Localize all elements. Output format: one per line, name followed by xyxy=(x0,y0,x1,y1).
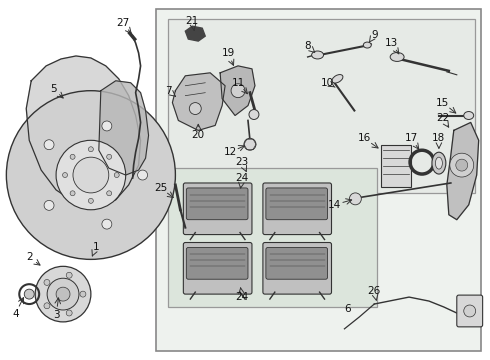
Text: 10: 10 xyxy=(321,78,334,88)
Text: 24: 24 xyxy=(235,173,248,183)
Circle shape xyxy=(73,157,109,193)
Circle shape xyxy=(244,138,256,150)
Text: 15: 15 xyxy=(436,98,449,108)
Circle shape xyxy=(44,303,50,309)
FancyBboxPatch shape xyxy=(457,295,483,327)
Text: 5: 5 xyxy=(50,84,56,94)
Circle shape xyxy=(63,172,68,177)
Circle shape xyxy=(189,103,201,114)
Circle shape xyxy=(70,191,75,196)
Ellipse shape xyxy=(432,152,446,174)
Text: 27: 27 xyxy=(116,18,129,28)
Ellipse shape xyxy=(390,53,404,62)
Text: 16: 16 xyxy=(358,133,371,143)
Circle shape xyxy=(88,198,94,203)
FancyBboxPatch shape xyxy=(186,247,248,279)
Ellipse shape xyxy=(436,157,442,169)
Circle shape xyxy=(249,109,259,120)
Text: 17: 17 xyxy=(404,133,417,143)
FancyBboxPatch shape xyxy=(266,188,327,220)
Text: 23: 23 xyxy=(235,157,248,167)
Circle shape xyxy=(114,172,119,177)
Text: 2: 2 xyxy=(26,252,32,262)
Text: 26: 26 xyxy=(368,286,381,296)
Circle shape xyxy=(35,266,91,322)
Bar xyxy=(169,168,377,307)
Polygon shape xyxy=(99,81,148,175)
Circle shape xyxy=(456,159,468,171)
Text: 6: 6 xyxy=(344,304,351,314)
Circle shape xyxy=(66,272,72,278)
Circle shape xyxy=(102,219,112,229)
Circle shape xyxy=(56,287,70,301)
Text: 22: 22 xyxy=(436,113,449,123)
Circle shape xyxy=(231,84,245,98)
Circle shape xyxy=(138,170,147,180)
Text: 19: 19 xyxy=(221,48,235,58)
Ellipse shape xyxy=(363,42,371,48)
Text: 21: 21 xyxy=(186,16,199,26)
FancyBboxPatch shape xyxy=(266,247,327,279)
Circle shape xyxy=(88,147,94,152)
Circle shape xyxy=(464,305,476,317)
FancyBboxPatch shape xyxy=(183,183,252,235)
Text: 13: 13 xyxy=(385,38,398,48)
Circle shape xyxy=(56,140,125,210)
Polygon shape xyxy=(26,56,141,205)
Circle shape xyxy=(349,193,361,205)
Text: 24: 24 xyxy=(235,292,248,302)
Text: 3: 3 xyxy=(53,310,59,320)
Polygon shape xyxy=(220,66,255,116)
Bar xyxy=(381,145,411,187)
Ellipse shape xyxy=(332,75,343,83)
Text: 20: 20 xyxy=(192,130,205,140)
Ellipse shape xyxy=(464,112,474,120)
Polygon shape xyxy=(185,26,205,41)
FancyBboxPatch shape xyxy=(183,243,252,294)
Text: 12: 12 xyxy=(223,147,237,157)
Circle shape xyxy=(450,153,474,177)
Circle shape xyxy=(44,140,54,150)
Bar xyxy=(155,9,481,351)
Text: 9: 9 xyxy=(371,30,378,40)
Text: 1: 1 xyxy=(93,243,99,252)
Text: 4: 4 xyxy=(12,309,19,319)
Circle shape xyxy=(66,310,72,316)
Polygon shape xyxy=(447,122,479,220)
FancyBboxPatch shape xyxy=(263,243,332,294)
Circle shape xyxy=(70,154,75,159)
Bar xyxy=(169,19,475,193)
Circle shape xyxy=(107,154,112,159)
Circle shape xyxy=(24,289,34,299)
Circle shape xyxy=(102,121,112,131)
FancyBboxPatch shape xyxy=(186,188,248,220)
Circle shape xyxy=(44,201,54,210)
Text: 8: 8 xyxy=(304,41,311,51)
Text: 7: 7 xyxy=(165,86,172,96)
Text: 25: 25 xyxy=(154,183,167,193)
Polygon shape xyxy=(172,73,225,130)
Circle shape xyxy=(80,291,86,297)
Text: 11: 11 xyxy=(231,78,245,88)
Text: 14: 14 xyxy=(328,200,341,210)
Circle shape xyxy=(47,278,79,310)
FancyBboxPatch shape xyxy=(263,183,332,235)
Circle shape xyxy=(6,91,175,260)
Ellipse shape xyxy=(312,51,323,59)
Circle shape xyxy=(107,191,112,196)
Text: 18: 18 xyxy=(432,133,445,143)
Circle shape xyxy=(44,279,50,285)
